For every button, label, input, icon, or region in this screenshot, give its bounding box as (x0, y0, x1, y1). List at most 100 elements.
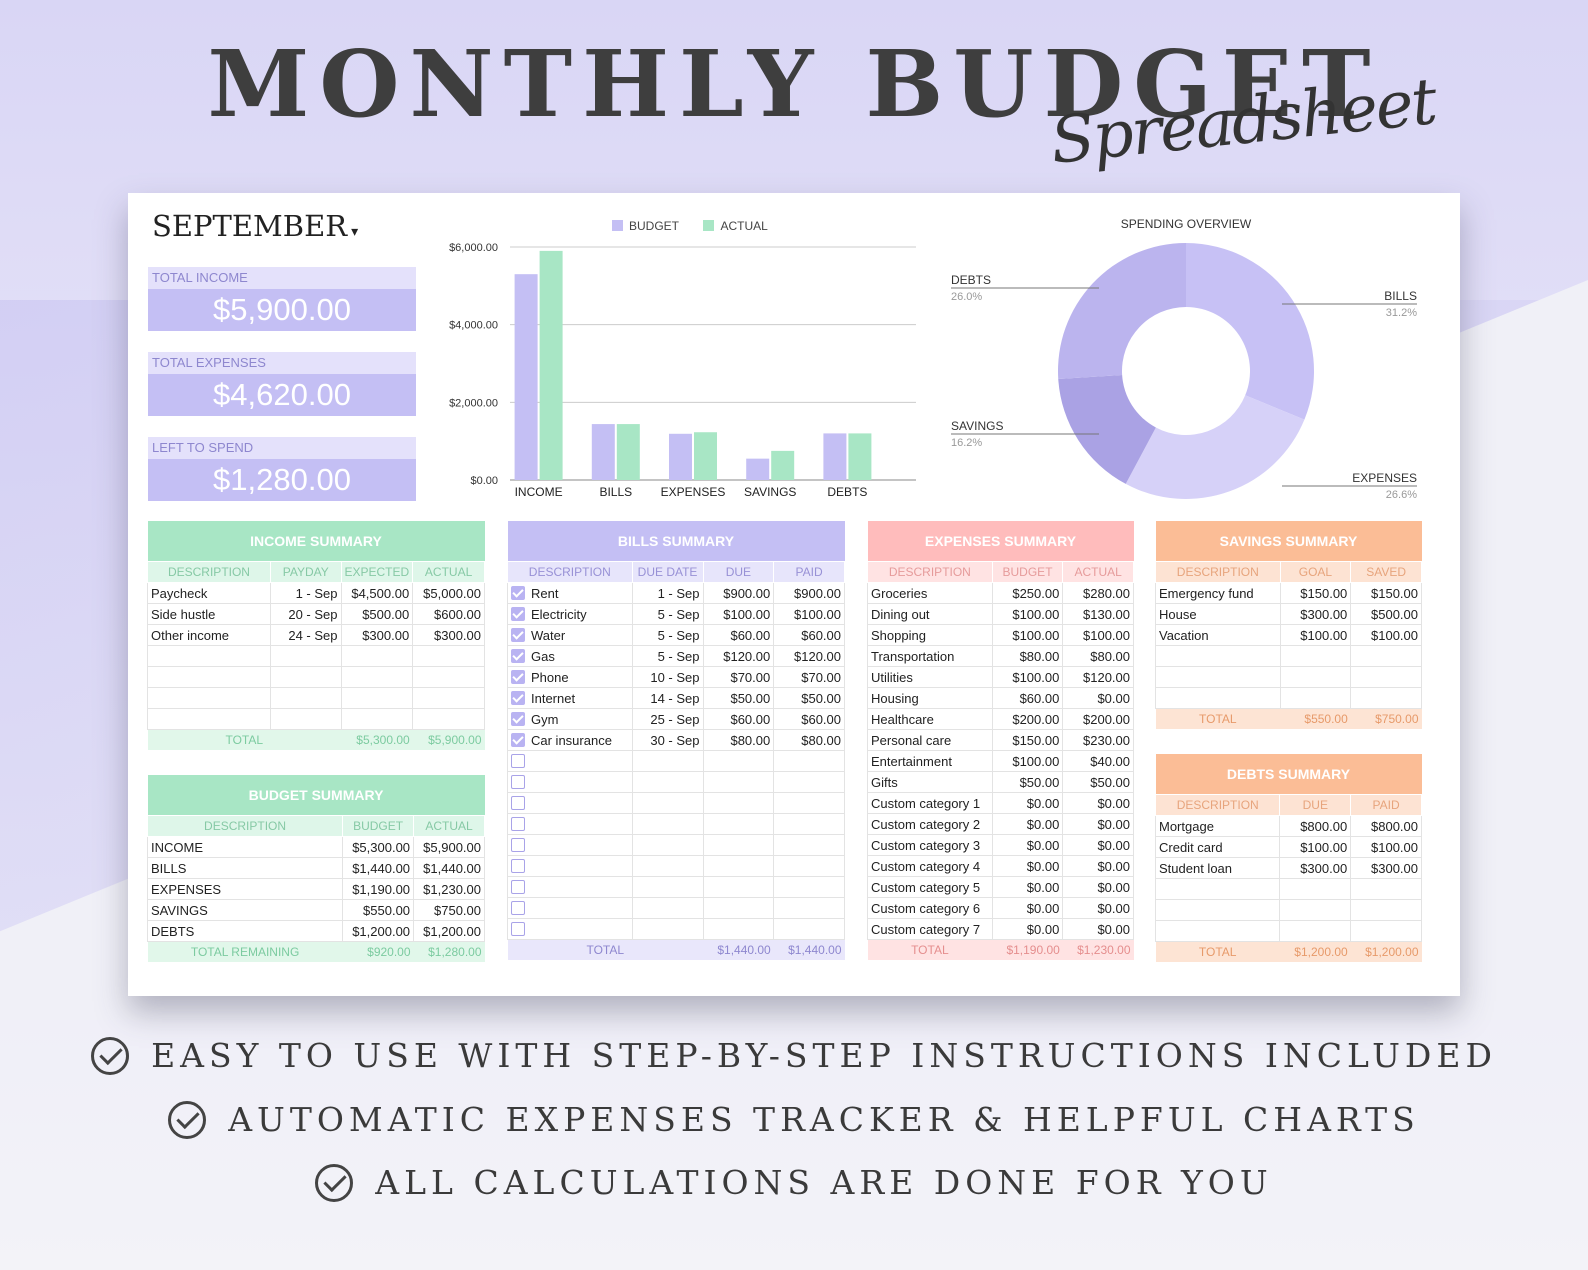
checkbox[interactable] (511, 837, 525, 852)
cell[interactable] (340, 708, 414, 730)
cell[interactable] (507, 876, 633, 898)
cell[interactable] (269, 687, 342, 709)
cell[interactable] (631, 771, 704, 793)
checkbox[interactable] (511, 753, 525, 768)
cell[interactable] (507, 792, 633, 814)
table-row: Rent 1 - Sep $900.00 $900.00 (507, 582, 845, 604)
cell[interactable] (1279, 920, 1352, 942)
cell[interactable] (147, 666, 271, 688)
cell[interactable] (702, 855, 775, 877)
cell[interactable] (702, 792, 775, 814)
checkbox[interactable] (511, 774, 525, 789)
cell[interactable] (507, 771, 633, 793)
cell[interactable] (631, 750, 704, 772)
cell[interactable] (1155, 687, 1281, 709)
cell: Other income (147, 624, 271, 646)
cell[interactable] (631, 855, 704, 877)
cell[interactable] (269, 645, 342, 667)
cell[interactable] (1155, 666, 1281, 688)
cell[interactable] (412, 645, 485, 667)
cell[interactable] (412, 666, 485, 688)
cell[interactable] (507, 834, 633, 856)
cell[interactable] (507, 855, 633, 877)
cell[interactable] (773, 834, 845, 856)
cell[interactable] (1279, 878, 1352, 900)
checkbox[interactable] (511, 648, 525, 663)
cell[interactable] (147, 687, 271, 709)
checkbox[interactable] (511, 900, 525, 915)
total-value: $1,200.00 (1365, 945, 1419, 959)
cell[interactable] (340, 666, 414, 688)
cell[interactable] (1279, 687, 1352, 709)
cell[interactable] (773, 918, 845, 940)
checkbox[interactable] (511, 732, 525, 747)
cell[interactable] (1350, 920, 1422, 942)
cell[interactable] (1350, 645, 1422, 667)
cell[interactable] (507, 897, 633, 919)
cell[interactable] (702, 834, 775, 856)
cell[interactable] (1350, 666, 1422, 688)
cell[interactable] (412, 687, 485, 709)
checkbox[interactable] (511, 921, 525, 936)
cell[interactable] (702, 750, 775, 772)
cell[interactable] (631, 918, 704, 940)
cell[interactable] (1350, 687, 1422, 709)
cell[interactable] (631, 792, 704, 814)
cell[interactable] (773, 855, 845, 877)
cell[interactable] (507, 750, 633, 772)
cell[interactable] (702, 771, 775, 793)
cell: Entertainment (867, 750, 993, 772)
cell: Gifts (867, 771, 993, 793)
cell[interactable] (269, 708, 342, 730)
cell[interactable] (340, 645, 414, 667)
cell[interactable] (1154, 899, 1281, 921)
cell[interactable] (1154, 920, 1281, 942)
cell[interactable] (702, 813, 775, 835)
cell[interactable] (702, 876, 775, 898)
cell[interactable] (773, 897, 845, 919)
checkbox[interactable] (511, 711, 525, 726)
cell[interactable] (1350, 899, 1422, 921)
cell[interactable] (631, 813, 704, 835)
cell[interactable] (1279, 899, 1352, 921)
checkbox[interactable] (511, 879, 525, 894)
checkbox[interactable] (511, 816, 525, 831)
cell[interactable] (147, 708, 271, 730)
table-row (507, 897, 845, 919)
cell[interactable] (269, 666, 342, 688)
cell[interactable] (631, 834, 704, 856)
checkbox[interactable] (511, 795, 525, 810)
cell[interactable] (631, 876, 704, 898)
cell[interactable] (1279, 645, 1352, 667)
table-row (507, 918, 845, 940)
cell[interactable] (1279, 666, 1352, 688)
cell[interactable] (1350, 878, 1422, 900)
checkbox[interactable] (511, 669, 525, 684)
cell[interactable] (773, 750, 845, 772)
cell[interactable] (507, 918, 633, 940)
page-title: MONTHLY BUDGET (207, 30, 1381, 138)
cell[interactable] (1155, 645, 1281, 667)
cell[interactable] (773, 771, 845, 793)
cell[interactable] (1154, 878, 1281, 900)
bills-summary-table: BILLS SUMMARY DESCRIPTION DUE DATE DUE PAID R… (507, 521, 845, 960)
checkbox[interactable] (511, 690, 525, 705)
checkbox[interactable] (511, 627, 525, 642)
cell[interactable] (147, 645, 271, 667)
cell[interactable] (412, 708, 485, 730)
checkbox[interactable] (511, 585, 525, 600)
table-row (147, 687, 485, 709)
cell[interactable] (773, 792, 845, 814)
cell[interactable] (773, 876, 845, 898)
cell: $70.00 (773, 666, 845, 688)
cell[interactable] (631, 897, 704, 919)
cell[interactable] (773, 813, 845, 835)
checkbox[interactable] (511, 606, 525, 621)
cell[interactable] (702, 897, 775, 919)
month-selector[interactable]: SEPTEMBER ▾ (152, 209, 358, 243)
cell: $5,000.00 (412, 582, 485, 604)
cell[interactable] (507, 813, 633, 835)
cell[interactable] (340, 687, 414, 709)
cell[interactable] (702, 918, 775, 940)
checkbox[interactable] (511, 858, 525, 873)
